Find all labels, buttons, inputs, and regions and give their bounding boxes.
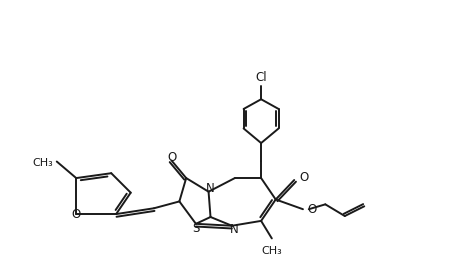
Text: N: N (206, 182, 215, 195)
Text: Cl: Cl (255, 71, 267, 84)
Text: O: O (167, 151, 176, 164)
Text: CH₃: CH₃ (262, 246, 282, 256)
Text: N: N (229, 223, 238, 236)
Text: O: O (71, 208, 81, 221)
Text: CH₃: CH₃ (32, 159, 53, 169)
Text: S: S (192, 222, 200, 235)
Text: O: O (299, 171, 308, 183)
Text: O: O (308, 203, 317, 216)
